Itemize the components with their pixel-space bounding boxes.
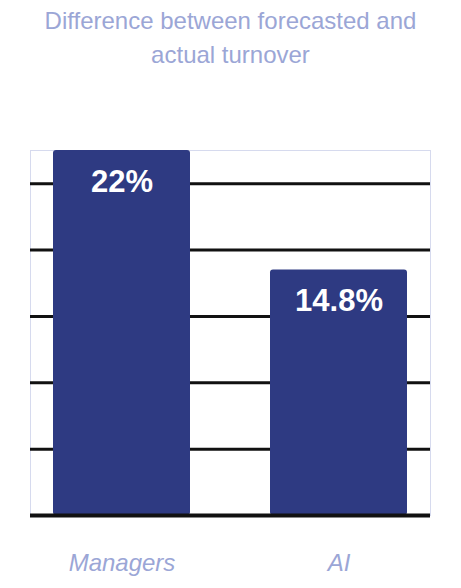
svg-text:22%: 22% [91, 164, 153, 199]
svg-text:AI: AI [326, 549, 351, 576]
svg-text:14.8%: 14.8% [295, 283, 383, 318]
svg-text:Managers: Managers [69, 549, 176, 576]
html-text:Difference between forecasted: Difference between forecasted and actual… [44, 7, 417, 68]
